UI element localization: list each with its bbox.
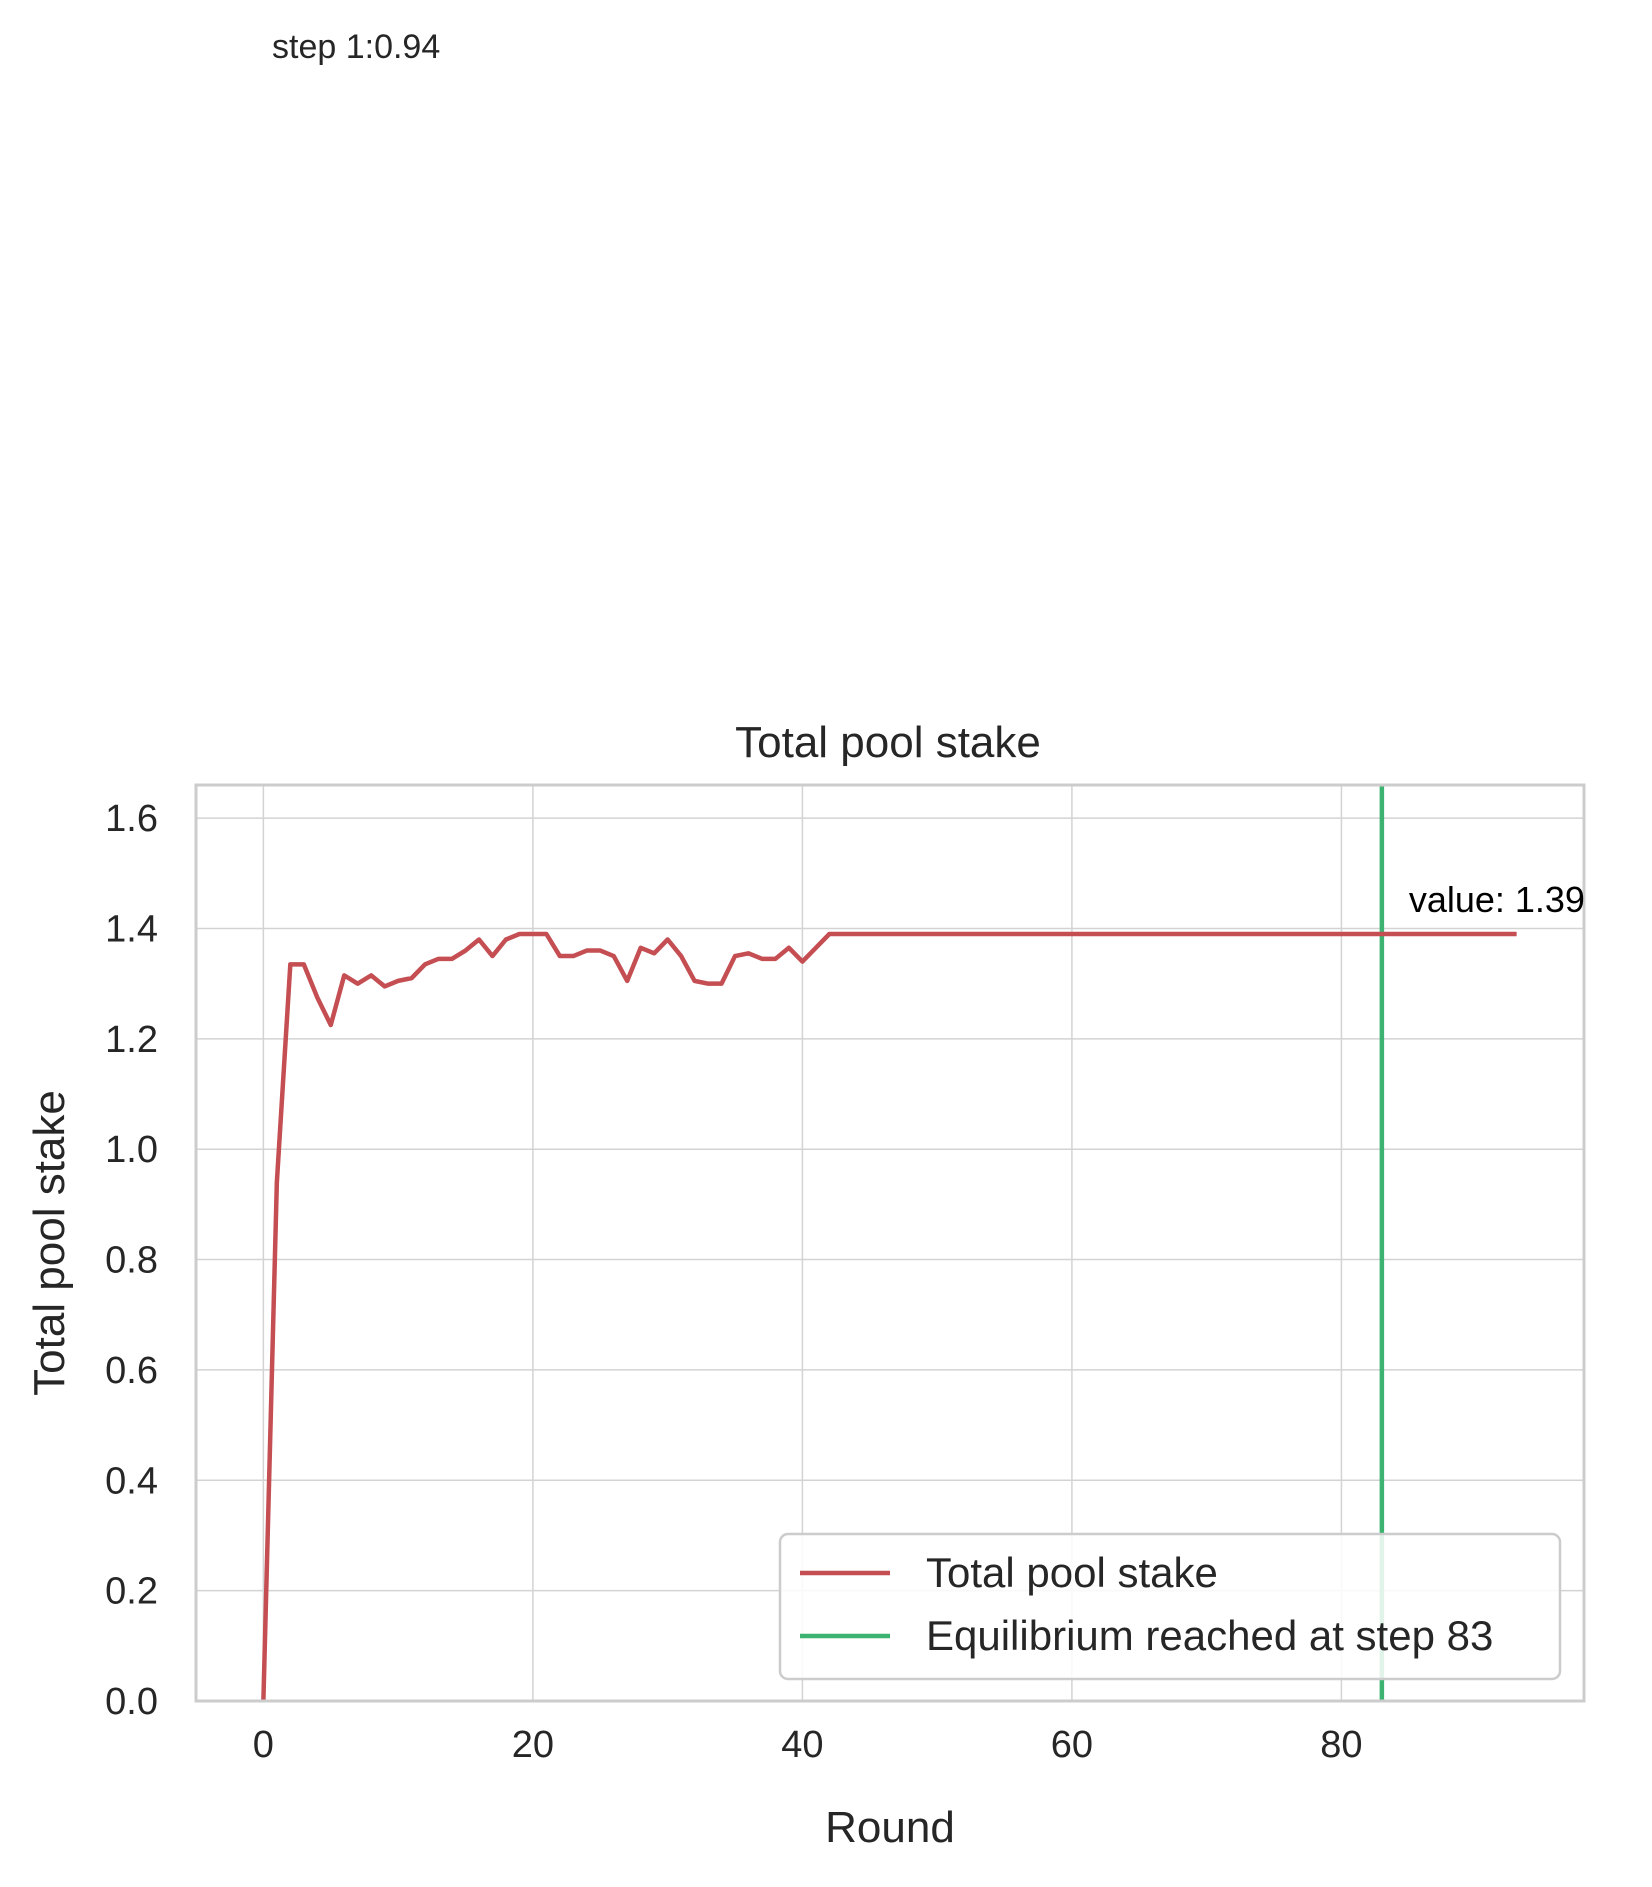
y-tick-label: 0.6 — [105, 1350, 158, 1392]
annotation-layer: value: 1.39 — [1409, 879, 1585, 920]
y-tick-label: 1.4 — [105, 908, 158, 950]
x-tick-label: 40 — [781, 1724, 823, 1766]
y-axis-label: Total pool stake — [25, 1090, 74, 1396]
y-tick-label: 1.0 — [105, 1129, 158, 1171]
plot-frame — [194, 783, 1586, 1703]
legend-box — [778, 1532, 1562, 1681]
grid-lines — [196, 785, 1584, 1702]
y-tick-label: 0.0 — [105, 1681, 158, 1723]
tick-labels: 0 20 40 60 80 0.0 0.2 0.4 0.6 0.8 1.0 1.2 1.4 1.6 — [105, 798, 1362, 1766]
series-layer — [261, 931, 1517, 1702]
series-line-total-pool-stake — [261, 931, 1517, 1702]
step-annotation: step 1:0.94 — [272, 28, 440, 66]
y-tick-label: 0.2 — [105, 1571, 158, 1613]
x-tick-label: 0 — [253, 1724, 274, 1766]
y-tick-label: 1.2 — [105, 1019, 158, 1061]
legend-label-equilibrium: Equilibrium reached at step 83 — [926, 1612, 1493, 1659]
y-tick-label: 1.6 — [105, 798, 158, 840]
x-axis-label: Round — [825, 1803, 955, 1852]
legend-label-total-pool-stake: Total pool stake — [926, 1549, 1218, 1596]
value-annotation: value: 1.39 — [1409, 879, 1585, 920]
x-tick-label: 60 — [1051, 1724, 1093, 1766]
legend: Total pool stake Equilibrium reached at … — [778, 1532, 1562, 1681]
chart-title: Total pool stake — [735, 718, 1041, 767]
x-tick-label: 80 — [1320, 1724, 1362, 1766]
y-tick-label: 0.4 — [105, 1460, 158, 1502]
y-tick-label: 0.8 — [105, 1240, 158, 1282]
x-tick-label: 20 — [512, 1724, 554, 1766]
